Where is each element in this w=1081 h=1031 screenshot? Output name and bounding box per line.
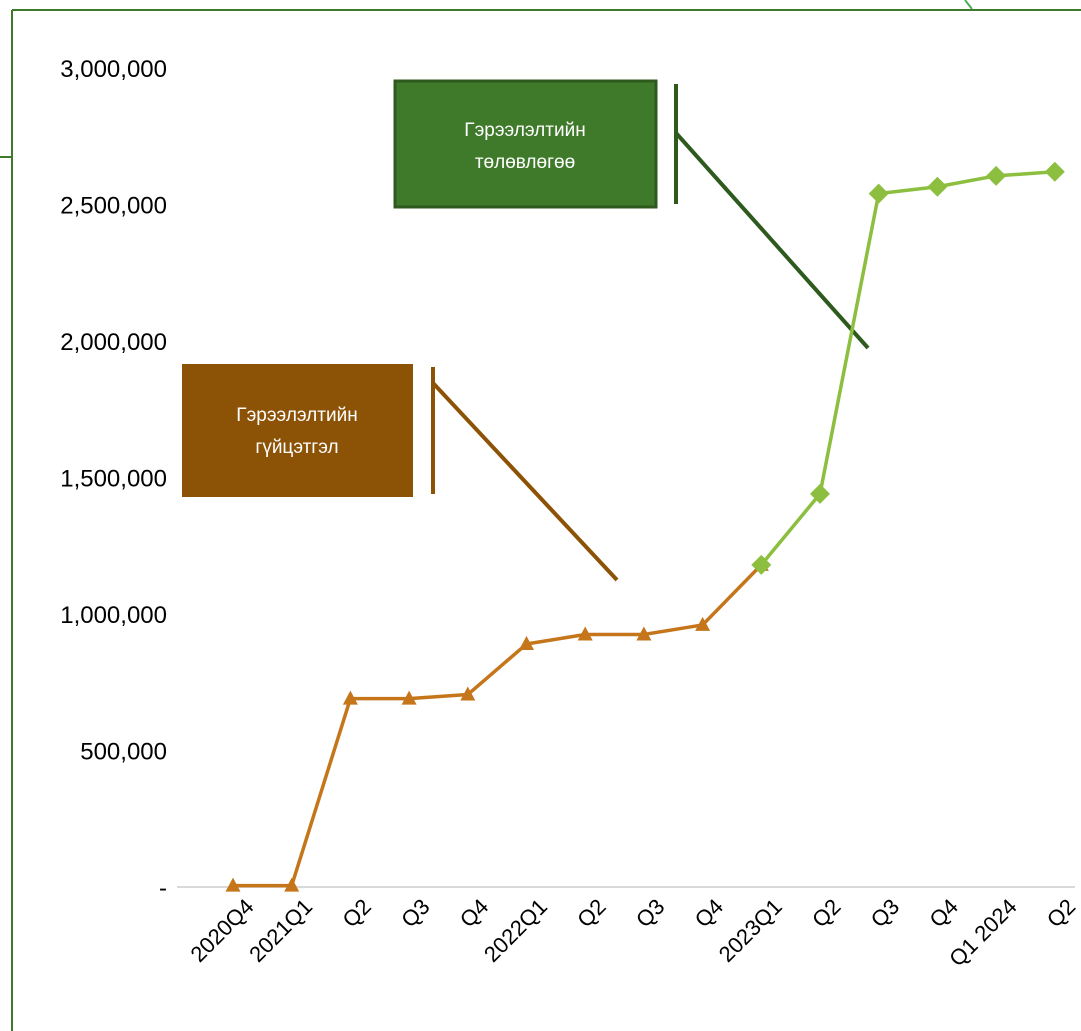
- frame-corner-mark: [964, 0, 973, 10]
- x-tick-label: 2021Q1: [244, 894, 317, 967]
- y-tick-label: 1,000,000: [60, 602, 167, 629]
- x-tick-label: 2020Q4: [185, 894, 258, 967]
- x-tick-label: 2023Q1: [714, 894, 787, 967]
- performance-callout-line-2: гүйцэтгэл: [255, 437, 338, 458]
- series-0-point: [342, 690, 358, 705]
- series-0-point: [695, 616, 711, 631]
- x-tick-label: Q2: [1042, 894, 1080, 932]
- y-axis-labels: - 500,000 1,000,000 1,500,000 2,000,000 2,500…: [60, 56, 167, 902]
- series-0-point: [225, 877, 241, 892]
- x-tick-label: Q2: [337, 894, 375, 932]
- x-tick-label: Q3: [631, 894, 669, 932]
- x-tick-label: 2022Q1: [479, 894, 552, 967]
- y-tick-label: 2,500,000: [60, 193, 167, 220]
- series-0-point: [519, 636, 534, 651]
- plan-callout-line-1: Гэрээлэлтийн: [464, 120, 585, 141]
- series-1-point: [868, 183, 889, 204]
- y-tick-label: 2,000,000: [60, 329, 167, 356]
- perf-callout-leader: [431, 381, 619, 582]
- performance-callout-box: [182, 364, 413, 497]
- series-0-point: [577, 626, 593, 641]
- performance-callout-line-1: Гэрээлэлтийн: [236, 405, 357, 426]
- x-tick-label: Q3: [866, 894, 904, 932]
- series-line-0: [233, 563, 763, 888]
- plan-callout-line-2: төлөвлөгөө: [475, 152, 575, 173]
- x-tick-label: Q4: [455, 894, 493, 932]
- series-1-point: [986, 165, 1007, 186]
- plan-callout-box: [393, 79, 658, 209]
- series-layer: [225, 161, 1065, 892]
- plan-callout: Гэрээлэлтийн төлөвлөгөө: [393, 79, 658, 209]
- series-0-point: [460, 686, 476, 701]
- series-line-1: [759, 169, 1055, 566]
- y-tick-label: 1,500,000: [60, 466, 167, 493]
- x-tick-label: Q4: [690, 894, 728, 932]
- performance-callout: Гэрээлэлтийн гүйцэтгэл: [182, 364, 413, 497]
- x-tick-label: Q2: [807, 894, 845, 932]
- series-1-point: [751, 554, 772, 575]
- x-tick-label: Q4: [924, 894, 962, 932]
- x-tick-label: Q3: [396, 894, 434, 932]
- x-tick-label: Q2: [572, 894, 610, 932]
- series-0-point: [284, 877, 300, 892]
- series-0-point: [636, 626, 652, 641]
- series-1-point: [1044, 161, 1065, 182]
- series-1-point: [927, 176, 948, 197]
- series-0-point: [401, 690, 417, 705]
- y-tick-label: 3,000,000: [60, 56, 167, 83]
- plan-callout-leader: [674, 131, 870, 350]
- y-tick-label: 500,000: [80, 739, 167, 766]
- series-1-point: [810, 483, 830, 504]
- y-tick-label: -: [159, 875, 167, 902]
